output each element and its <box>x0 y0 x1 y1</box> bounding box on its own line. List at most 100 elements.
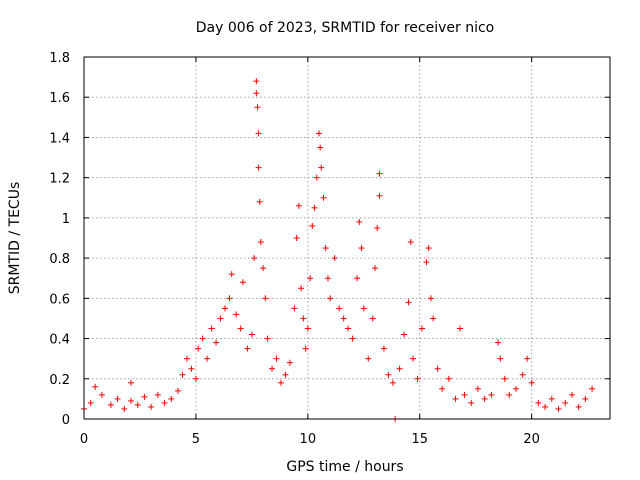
data-point <box>107 401 114 408</box>
y-tick-label: 1.4 <box>49 131 70 146</box>
data-point <box>273 355 280 362</box>
data-point <box>309 222 316 229</box>
data-point <box>589 385 596 392</box>
data-point <box>365 355 372 362</box>
data-point <box>461 391 468 398</box>
data-point <box>298 285 305 292</box>
data-point <box>217 315 224 322</box>
data-point <box>434 365 441 372</box>
data-point <box>356 218 363 225</box>
data-point <box>358 245 365 252</box>
data-point <box>568 391 575 398</box>
data-point <box>345 325 352 332</box>
data-point <box>488 391 495 398</box>
x-axis-label: GPS time / hours <box>286 459 403 475</box>
y-tick-label: 1 <box>62 212 70 227</box>
data-point <box>253 90 260 97</box>
data-point <box>134 401 141 408</box>
data-point <box>481 395 488 402</box>
y-tick-label: 0.6 <box>49 292 70 307</box>
data-point <box>380 345 387 352</box>
data-point <box>87 399 94 406</box>
data-point <box>322 245 329 252</box>
data-point <box>179 371 186 378</box>
data-point <box>313 174 320 181</box>
data-point <box>269 365 276 372</box>
data-point <box>255 164 262 171</box>
data-point <box>445 375 452 382</box>
data-point <box>226 295 233 302</box>
data-point <box>423 259 430 266</box>
data-point <box>121 405 128 412</box>
data-point <box>128 379 135 386</box>
data-point <box>407 239 414 246</box>
data-point <box>128 397 135 404</box>
data-point <box>286 359 293 366</box>
data-point <box>195 345 202 352</box>
data-point <box>302 345 309 352</box>
x-tick-label: 15 <box>411 432 428 447</box>
data-point <box>506 391 513 398</box>
data-point <box>307 275 314 282</box>
data-point <box>175 387 182 394</box>
data-point <box>396 365 403 372</box>
x-tick-label: 0 <box>80 432 88 447</box>
data-point <box>582 395 589 402</box>
data-point <box>528 379 535 386</box>
data-point <box>474 385 481 392</box>
data-point <box>331 255 338 262</box>
data-point <box>239 279 246 286</box>
data-point <box>295 202 302 209</box>
data-point <box>233 311 240 318</box>
data-point <box>168 395 175 402</box>
data-point <box>114 395 121 402</box>
data-point <box>414 375 421 382</box>
data-point <box>376 192 383 199</box>
data-point <box>188 365 195 372</box>
data-point <box>555 405 562 412</box>
data-point <box>293 235 300 241</box>
data-point <box>452 395 459 402</box>
y-tick-label: 1.2 <box>49 172 70 187</box>
data-point <box>183 355 190 362</box>
data-point <box>401 331 408 338</box>
data-point <box>468 399 475 406</box>
data-point <box>291 305 298 312</box>
plot-frame <box>83 56 611 420</box>
data-point <box>300 315 307 322</box>
grid-lines <box>84 57 610 419</box>
x-tick-label: 10 <box>300 432 317 447</box>
data-point <box>204 355 211 362</box>
data-point <box>244 345 251 352</box>
data-point <box>248 331 255 338</box>
data-point <box>257 239 264 246</box>
data-point <box>251 255 258 262</box>
y-tick-label: 0.8 <box>49 252 70 267</box>
data-point <box>320 194 327 201</box>
data-point <box>495 339 502 346</box>
data-point <box>501 375 508 382</box>
data-points <box>81 78 596 422</box>
data-point <box>161 399 168 406</box>
data-point <box>535 399 542 406</box>
data-point <box>430 315 437 322</box>
data-point <box>497 355 504 362</box>
y-tick-label: 0.2 <box>49 373 70 388</box>
data-point <box>349 335 356 342</box>
data-point <box>340 315 347 322</box>
data-point <box>385 371 392 378</box>
data-point <box>425 245 432 252</box>
data-point <box>354 275 361 282</box>
data-point <box>213 339 220 346</box>
data-point <box>318 164 325 171</box>
axis-ticks: 0 0.2 0.4 0.6 0.8 1 1.2 1.4 1.6 1.8 0 5 10 15 20 <box>49 51 610 447</box>
data-point <box>405 299 412 306</box>
data-point <box>141 393 148 400</box>
data-point <box>311 204 318 211</box>
y-tick-label: 1.8 <box>49 51 70 66</box>
data-point <box>282 371 289 378</box>
data-point <box>376 170 383 177</box>
data-point <box>371 265 378 272</box>
data-point <box>260 265 267 272</box>
